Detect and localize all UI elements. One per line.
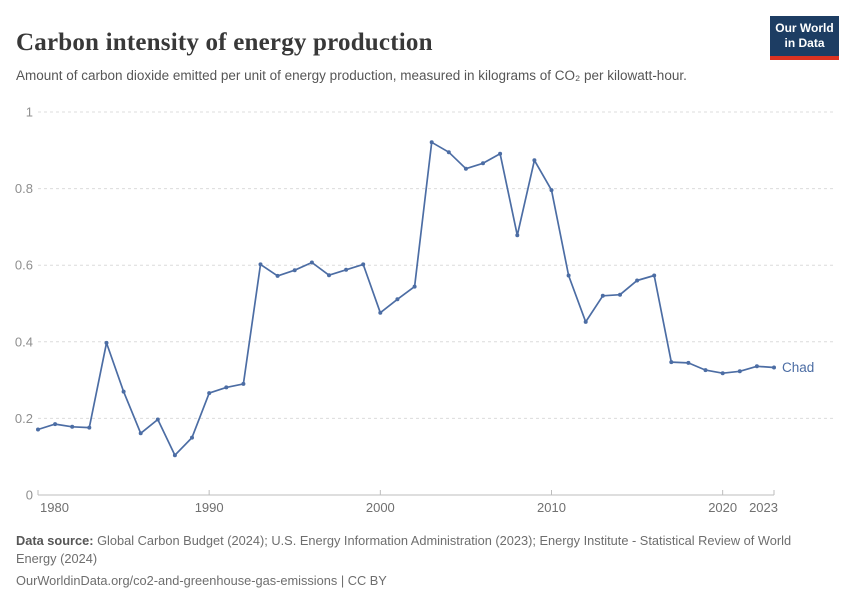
data-point-marker[interactable] (53, 422, 58, 427)
data-point-marker[interactable] (737, 369, 742, 374)
data-point-marker[interactable] (275, 273, 280, 278)
data-point-marker[interactable] (258, 262, 263, 267)
owid-logo-line2: in Data (784, 36, 825, 51)
owid-logo-red-bar (770, 55, 839, 60)
x-axis-tick-label: 2000 (366, 500, 395, 515)
data-point-marker[interactable] (635, 278, 640, 283)
data-point-marker[interactable] (652, 273, 657, 278)
data-point-marker[interactable] (121, 389, 126, 394)
data-point-marker[interactable] (412, 284, 417, 289)
x-axis-tick-label: 2010 (537, 500, 566, 515)
data-point-marker[interactable] (566, 273, 571, 278)
data-point-marker[interactable] (87, 425, 92, 430)
x-axis-tick-label: 1990 (195, 500, 224, 515)
data-point-marker[interactable] (532, 158, 537, 163)
data-source-label: Data source: (16, 533, 94, 548)
data-point-marker[interactable] (190, 435, 194, 440)
data-point-marker[interactable] (703, 368, 708, 373)
y-axis-tick-label: 1 (26, 105, 33, 120)
chad-data-line[interactable] (37, 141, 775, 457)
y-axis-tick-label: 0 (26, 488, 33, 503)
data-point-marker[interactable] (429, 140, 434, 145)
series-label-chad[interactable]: Chad (782, 360, 814, 375)
chart-subtitle: Amount of carbon dioxide emitted per uni… (16, 67, 687, 83)
data-point-marker[interactable] (104, 340, 109, 345)
owid-logo-box: Our World in Data (770, 16, 839, 56)
y-axis-tick-label: 0.8 (15, 181, 33, 196)
owid-logo: Our World in Data (770, 16, 839, 60)
data-point-marker[interactable] (754, 364, 759, 369)
x-axis-tick-label: 2023 (749, 500, 778, 515)
y-axis-tick-label: 0.4 (15, 334, 33, 349)
data-source-text: Global Carbon Budget (2024); U.S. Energy… (16, 533, 792, 567)
data-point-marker[interactable] (772, 365, 776, 370)
data-point-marker[interactable] (207, 391, 212, 396)
x-axis-tick-label: 1980 (40, 500, 69, 515)
data-point-marker[interactable] (515, 233, 520, 238)
data-point-marker[interactable] (395, 297, 400, 302)
data-point-marker[interactable] (720, 371, 725, 376)
data-point-marker[interactable] (224, 385, 229, 390)
page-title: Carbon intensity of energy production (16, 28, 433, 56)
data-point-marker[interactable] (618, 292, 622, 297)
data-point-marker[interactable] (378, 310, 383, 315)
data-point-marker[interactable] (241, 381, 246, 386)
data-point-marker[interactable] (669, 360, 674, 365)
data-point-marker[interactable] (344, 267, 349, 272)
owid-logo-line1: Our World (775, 21, 834, 35)
data-point-marker[interactable] (361, 262, 366, 267)
data-source-line: Data source: Global Carbon Budget (2024)… (16, 532, 816, 568)
y-axis-tick-label: 0.2 (15, 411, 33, 426)
y-axis-tick-label: 0.6 (15, 258, 33, 273)
data-point-marker[interactable] (36, 427, 40, 432)
data-point-marker[interactable] (155, 417, 160, 422)
license-line[interactable]: OurWorldinData.org/co2-and-greenhouse-ga… (16, 573, 387, 589)
data-point-marker[interactable] (463, 166, 468, 171)
data-point-marker[interactable] (446, 150, 451, 155)
data-point-marker[interactable] (172, 453, 177, 458)
x-axis-tick-label: 2020 (708, 500, 737, 515)
chart-footer: Data source: Global Carbon Budget (2024)… (16, 532, 816, 590)
data-point-marker[interactable] (498, 151, 503, 156)
data-point-marker[interactable] (292, 268, 297, 273)
data-point-marker[interactable] (549, 188, 554, 193)
data-point-marker[interactable] (327, 273, 331, 278)
data-point-marker[interactable] (138, 431, 143, 436)
data-point-marker[interactable] (70, 424, 75, 429)
line-chart[interactable]: 0 0.2 0.4 0.6 0.8 1 1980 1990 2000 2010 2020 2023 Ch… (0, 95, 850, 527)
data-point-marker[interactable] (309, 260, 314, 265)
data-point-marker[interactable] (481, 161, 485, 166)
data-point-marker[interactable] (686, 360, 691, 365)
data-point-marker[interactable] (583, 319, 588, 324)
data-point-marker[interactable] (600, 293, 605, 298)
